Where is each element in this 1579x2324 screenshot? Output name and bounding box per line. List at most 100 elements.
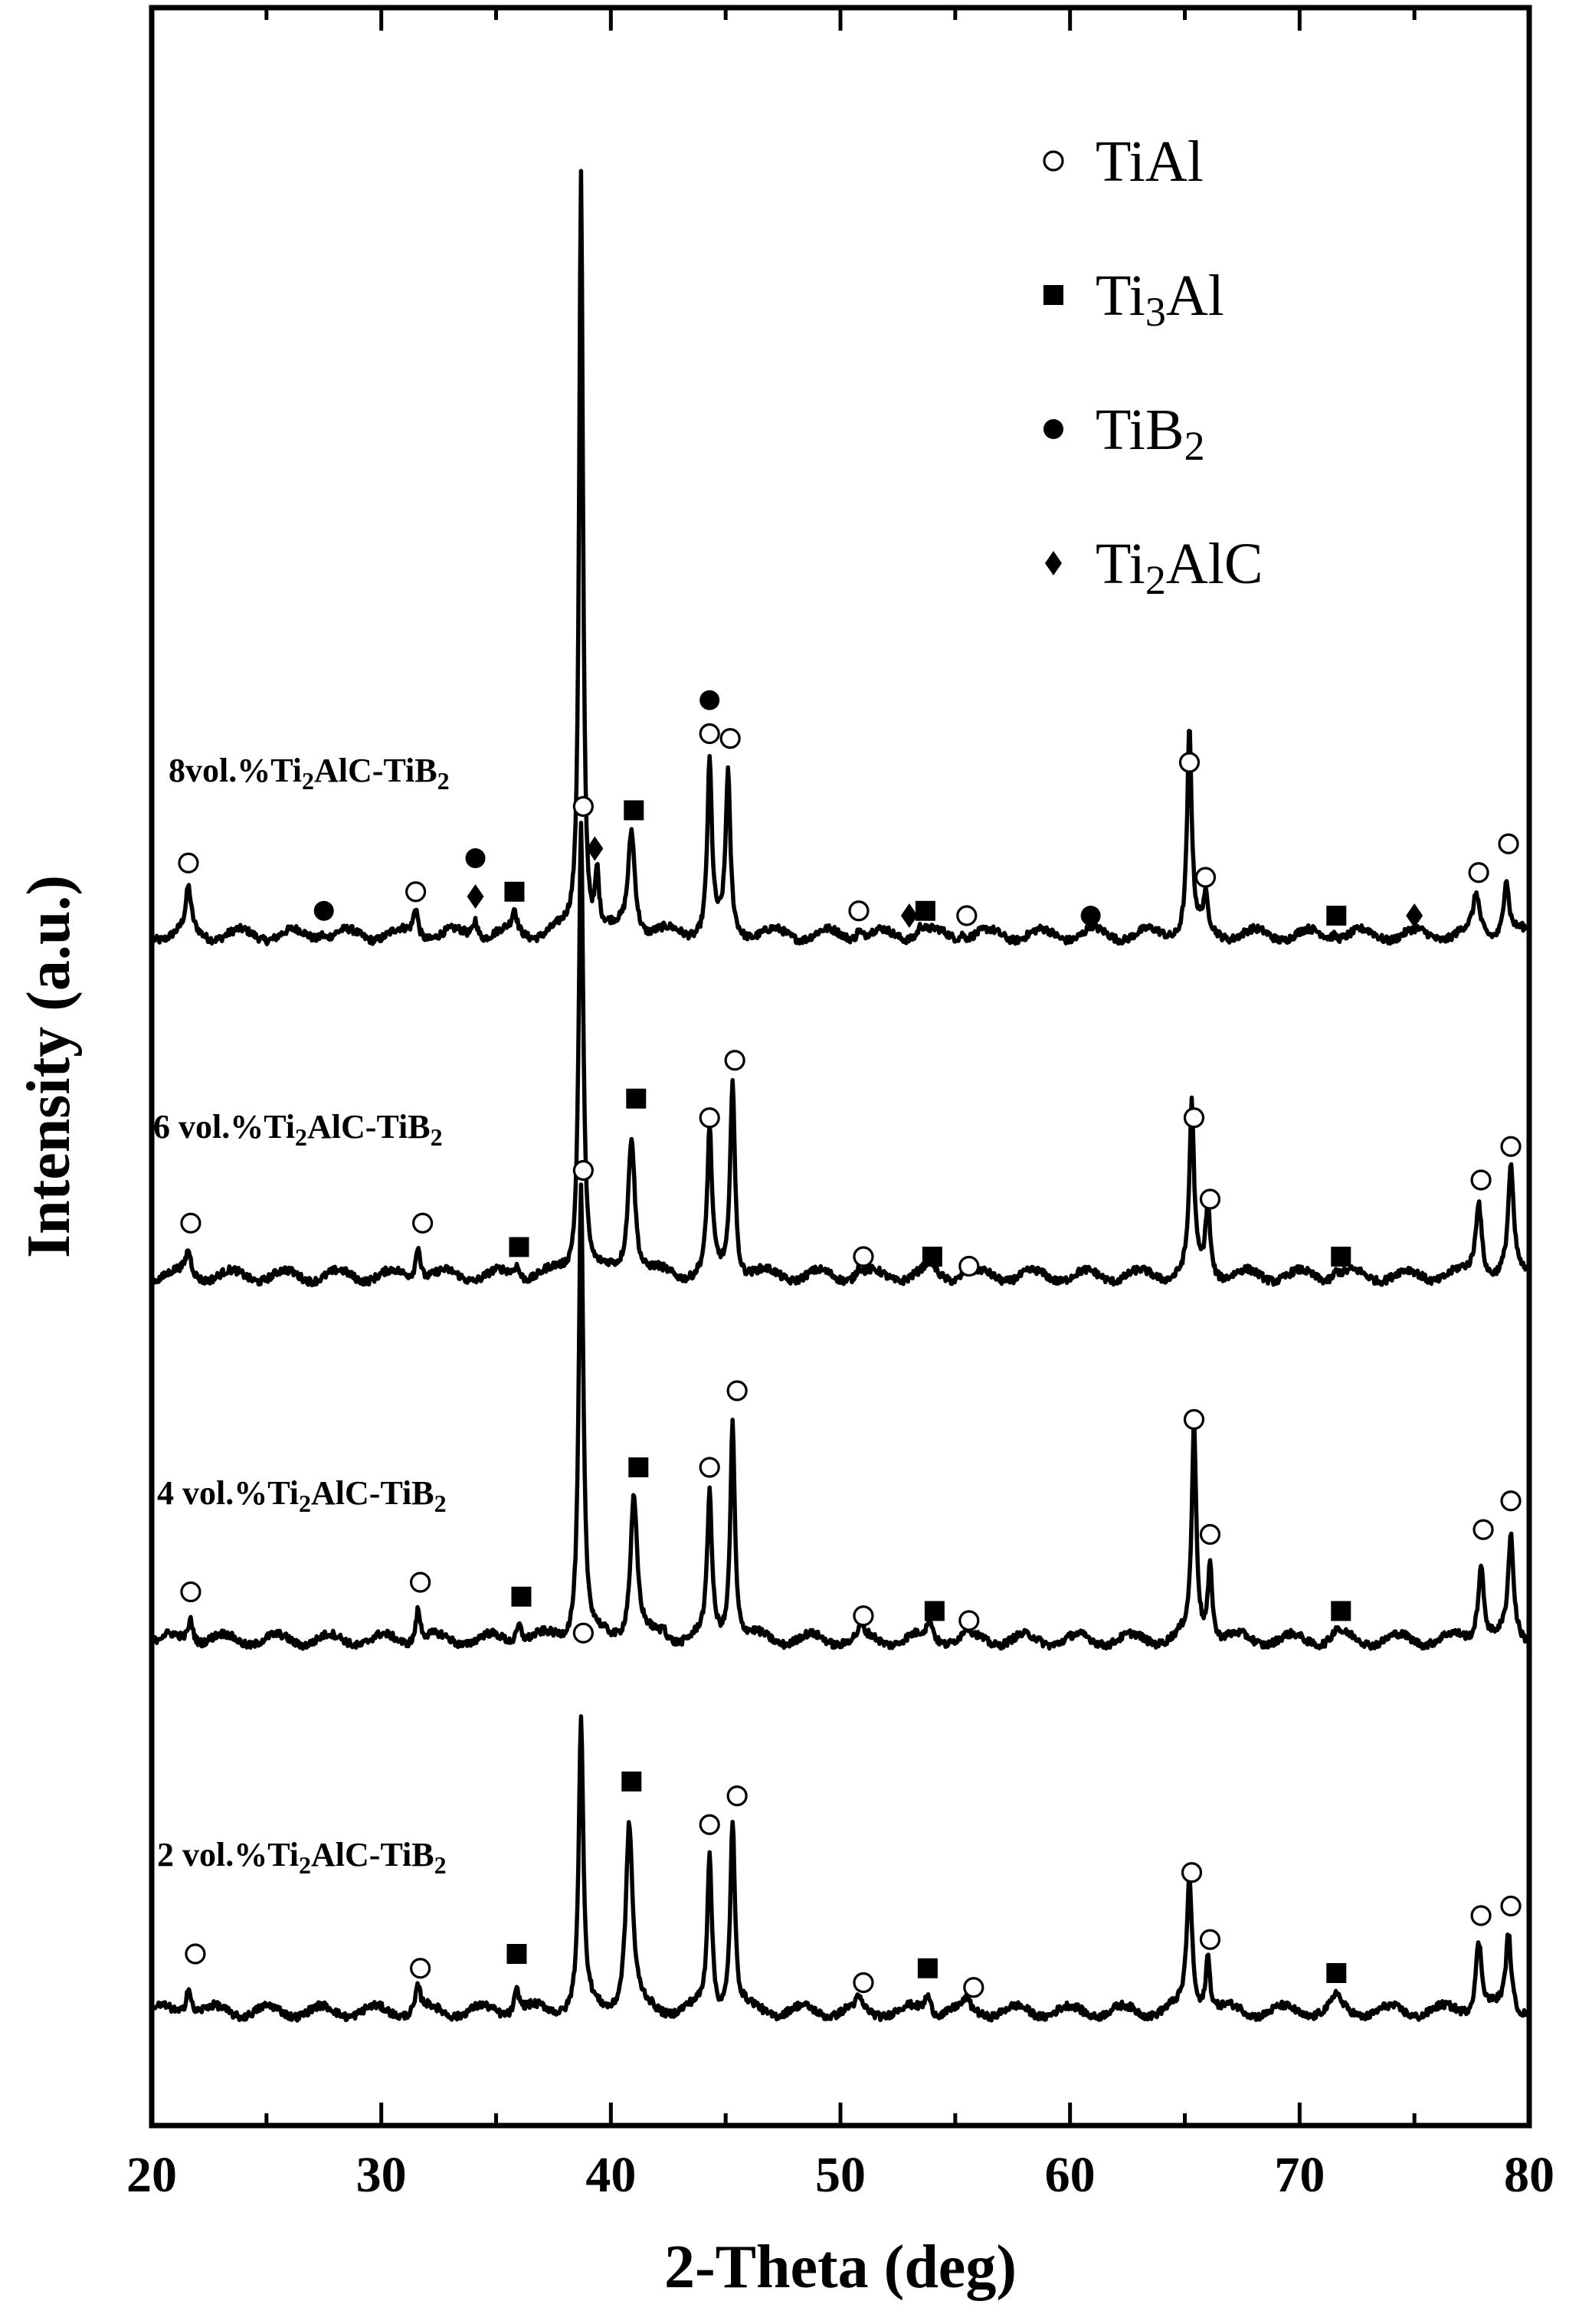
- series-label-part: 2 vol.%Ti: [157, 1836, 299, 1873]
- x-tick-label: 80: [1504, 2147, 1554, 2203]
- ti3al-marker: [624, 800, 644, 821]
- ti3al-marker: [1326, 906, 1347, 926]
- tial-marker: [1500, 1895, 1522, 1917]
- tial-marker: [410, 1572, 431, 1593]
- tial-marker: [405, 881, 427, 903]
- diffraction-traces: [152, 169, 1528, 2023]
- legend-text-base: Ti: [1096, 532, 1145, 596]
- tib2-marker: [699, 690, 720, 710]
- tial-marker: [956, 905, 978, 926]
- tial-marker: [848, 900, 870, 922]
- tial-marker: [178, 852, 199, 874]
- ti3al-marker: [509, 1237, 529, 1257]
- tib2-marker: [1080, 906, 1101, 926]
- tial-marker: [699, 1814, 720, 1835]
- series-label-part: 2: [434, 1851, 447, 1879]
- tial-marker: [1470, 1169, 1492, 1191]
- series-label-1: 8vol.%Ti2AlC-TiB2: [169, 752, 450, 795]
- series-label-part: 8vol.%Ti: [169, 752, 302, 789]
- tial-marker: [1473, 1519, 1494, 1540]
- x-tick-label: 70: [1274, 2147, 1325, 2203]
- tial-marker: [699, 1107, 720, 1129]
- series-label-4: 2 vol.%Ti2AlC-TiB2: [157, 1836, 447, 1879]
- ti3al-marker: [1326, 1963, 1347, 1983]
- tial-marker: [724, 1050, 745, 1071]
- ti3al-marker: [511, 1586, 532, 1607]
- tial-marker: [1199, 1929, 1221, 1950]
- ti3al-marker: [628, 1457, 649, 1477]
- tial-marker: [180, 1581, 201, 1603]
- series-label-part: 2: [437, 767, 450, 795]
- legend-label-4: Ti2AlC: [1096, 532, 1263, 603]
- tial-marker: [1183, 1408, 1205, 1431]
- legend-text-sub: 2: [1184, 423, 1205, 469]
- tial-marker: [180, 1212, 201, 1234]
- tial-marker: [185, 1943, 206, 1965]
- x-axis-ticks: 20 30 40 50 60 70 80: [126, 8, 1554, 2203]
- tial-marker: [1181, 1862, 1203, 1883]
- ti2alc-marker: [586, 836, 604, 861]
- x-tick-label: 40: [585, 2147, 636, 2203]
- legend-text-rest: Al: [1166, 264, 1224, 328]
- x-tick-label: 60: [1045, 2147, 1096, 2203]
- x-tick-label: 50: [815, 2147, 866, 2203]
- tial-marker: [853, 1246, 874, 1267]
- tial-marker: [958, 1255, 980, 1277]
- ti3al-marker: [504, 881, 525, 902]
- tial-marker: [1500, 1490, 1522, 1512]
- ti2alc-marker: [1045, 551, 1062, 575]
- tial-marker: [1183, 1107, 1205, 1129]
- tial-marker: [726, 1380, 748, 1401]
- series-label-part: 2: [434, 1490, 447, 1517]
- ti3al-marker: [917, 1958, 938, 1978]
- legend-label-2: Ti3Al: [1096, 264, 1224, 335]
- ti3al-marker: [1331, 1247, 1351, 1267]
- legend-text-base: TiB: [1096, 398, 1184, 462]
- xrd-trace-4: [152, 1714, 1528, 2023]
- ti2alc-marker: [467, 884, 484, 909]
- y-axis-title: Intensity (a.u.): [15, 875, 83, 1258]
- tial-marker: [958, 1610, 980, 1631]
- ti3al-marker: [1043, 285, 1063, 305]
- ti3al-marker: [506, 1944, 527, 1964]
- tib2-marker: [1043, 419, 1063, 439]
- plot-frame: [149, 5, 1532, 2129]
- series-label-2: 6 vol.%Ti2AlC-TiB2: [153, 1108, 443, 1151]
- tial-marker: [1199, 1188, 1221, 1210]
- ti3al-marker: [626, 1088, 647, 1109]
- legend-text-base: TiAl: [1096, 129, 1204, 194]
- xrd-trace-2: [152, 821, 1528, 1288]
- series-label-part: 4 vol.%Ti: [157, 1474, 299, 1512]
- ti3al-marker: [621, 1772, 642, 1791]
- ti2alc-marker: [1406, 903, 1423, 928]
- tial-marker: [963, 1977, 984, 1998]
- tial-marker: [699, 1457, 720, 1478]
- tial-marker: [719, 728, 741, 749]
- tib2-marker: [313, 900, 334, 921]
- series-label-part: AlC-TiB: [314, 752, 437, 789]
- phase-markers: [178, 690, 1522, 1998]
- tial-marker: [699, 723, 720, 745]
- series-label-part: AlC-TiB: [307, 1108, 431, 1146]
- x-axis-title: 2-Theta (deg): [664, 2234, 1017, 2301]
- legend-text-base: Ti: [1096, 264, 1145, 328]
- tial-marker: [1199, 1523, 1221, 1546]
- legend-label-3: TiB2: [1096, 398, 1205, 469]
- tial-marker: [1498, 833, 1519, 854]
- tial-marker: [1500, 1136, 1522, 1157]
- tial-marker: [853, 1605, 874, 1627]
- legend-text-sub: 3: [1145, 289, 1166, 335]
- x-tick-label: 20: [126, 2147, 177, 2203]
- tial-marker: [1178, 752, 1201, 773]
- tial-marker: [853, 1972, 874, 1994]
- ti3al-marker: [924, 1601, 945, 1621]
- tial-marker: [1470, 1905, 1492, 1926]
- series-label-part: 2: [299, 1851, 311, 1879]
- tib2-marker: [465, 848, 486, 868]
- series-label-part: AlC-TiB: [311, 1836, 434, 1873]
- ti3al-marker: [1331, 1601, 1351, 1621]
- tial-marker: [572, 1622, 594, 1644]
